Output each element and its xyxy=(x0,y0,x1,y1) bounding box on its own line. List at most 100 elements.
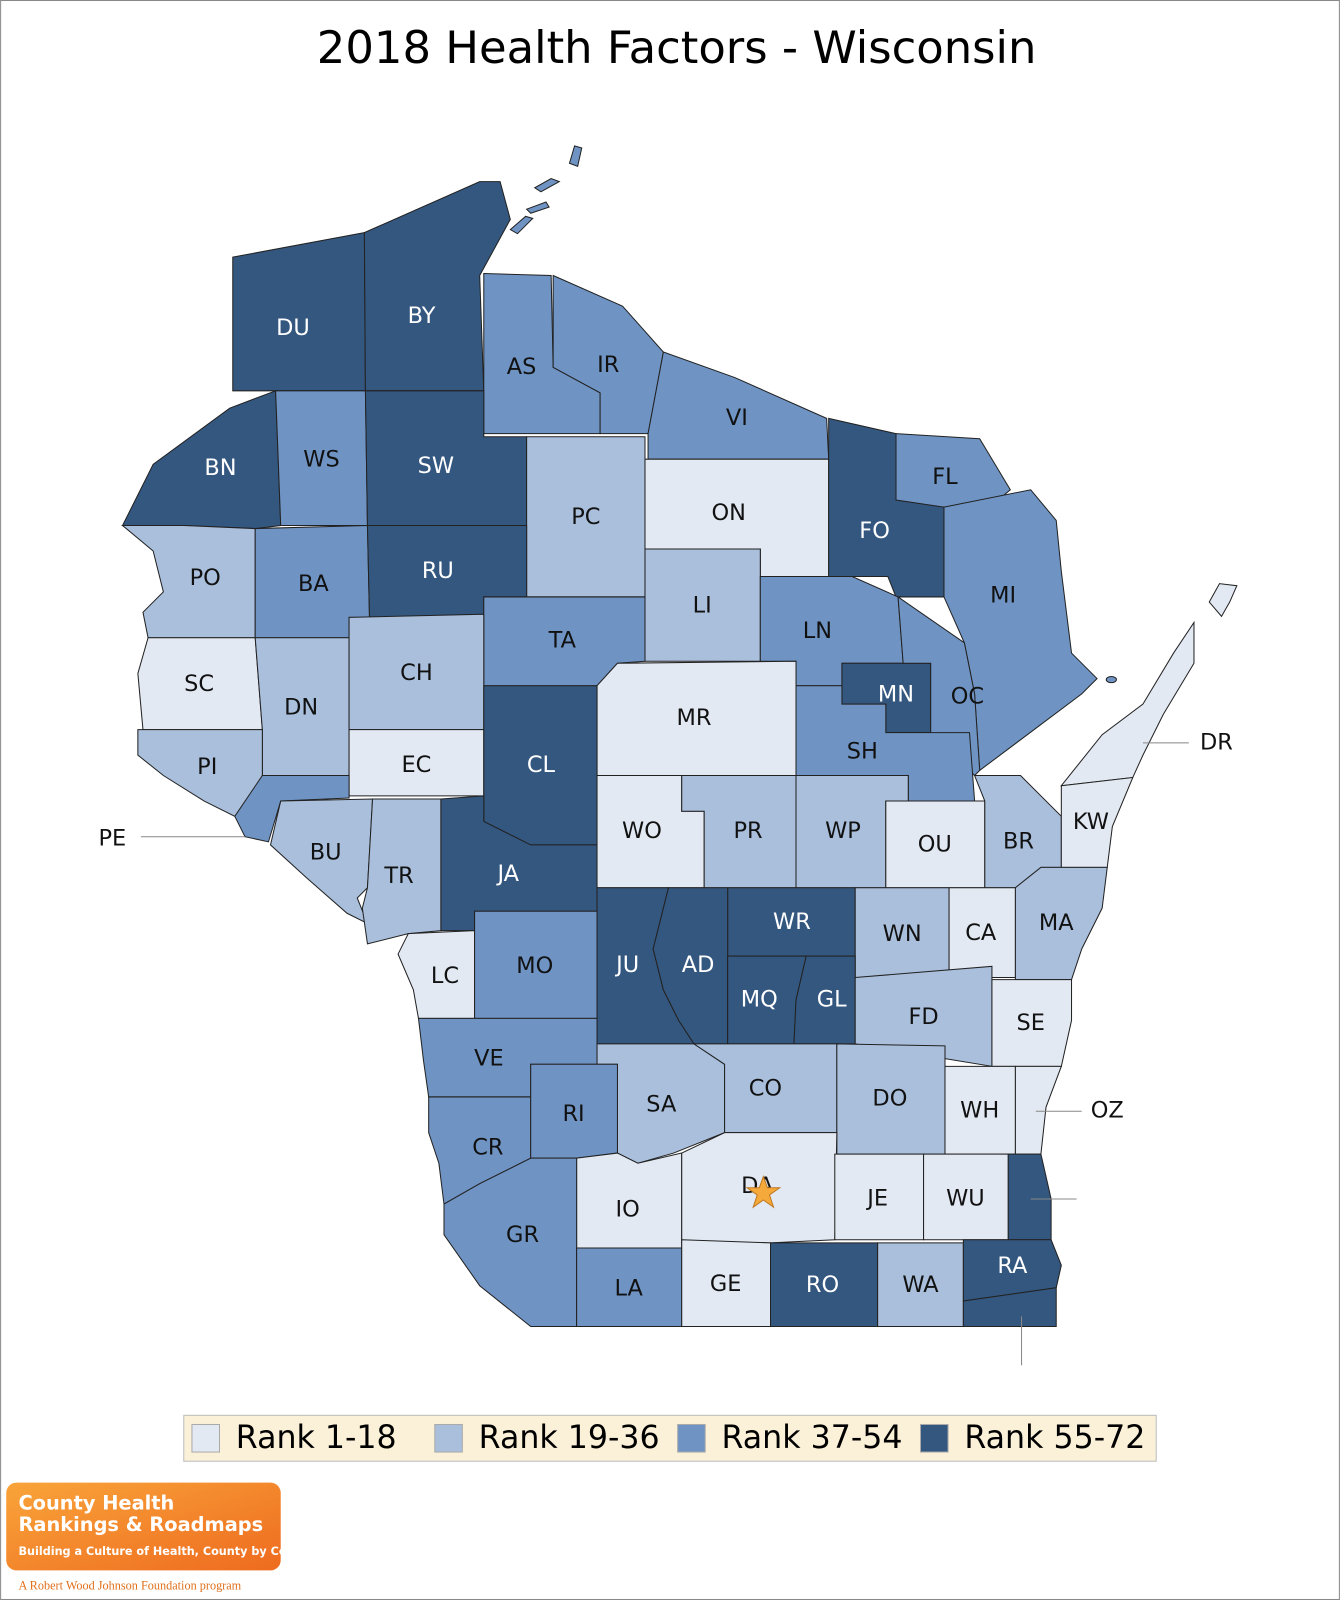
county-label: LC xyxy=(431,963,459,989)
county-label: JE xyxy=(865,1185,888,1211)
county-label: PE xyxy=(98,825,126,851)
county-label: RI xyxy=(562,1101,584,1127)
capital-star xyxy=(745,1175,782,1209)
county-label: FD xyxy=(908,1004,938,1030)
county-label: BY xyxy=(408,303,436,329)
county-label: AD xyxy=(682,952,715,978)
county-label: OC xyxy=(951,683,984,709)
county-label: TA xyxy=(548,627,577,653)
county-label: SW xyxy=(418,453,454,479)
county-label: JU xyxy=(614,952,639,978)
county-label: WN xyxy=(883,921,922,947)
county xyxy=(991,979,1073,1067)
county-label: JA xyxy=(495,861,519,887)
legend-swatch xyxy=(677,1423,706,1453)
county-label: WS xyxy=(303,447,339,473)
county-label: WR xyxy=(773,909,811,935)
county xyxy=(1060,776,1134,868)
county-label: CR xyxy=(472,1134,503,1160)
county-label: CO xyxy=(749,1075,782,1101)
legend: Rank 1-18 Rank 19-36 Rank 37-54 Rank 55-72 xyxy=(191,1420,1145,1456)
county-label: TR xyxy=(383,863,413,889)
county-label: WH xyxy=(960,1098,999,1124)
county-label: FO xyxy=(859,518,890,544)
county-label: LA xyxy=(614,1275,643,1301)
county-label: PR xyxy=(733,818,762,844)
county-label: EC xyxy=(402,752,432,778)
county-label: WA xyxy=(902,1272,939,1298)
county-label: KE xyxy=(1007,1376,1036,1402)
county-label: PO xyxy=(190,565,221,591)
county-label: MI xyxy=(990,582,1016,608)
islands xyxy=(509,145,1238,684)
county xyxy=(962,1239,1062,1302)
legend-label: Rank 55-72 xyxy=(964,1420,1145,1456)
county-label: RU xyxy=(422,558,454,584)
county-label: SE xyxy=(1017,1010,1045,1036)
logo-badge xyxy=(6,1482,281,1571)
county-label: BA xyxy=(298,571,329,597)
county-label: MO xyxy=(516,953,553,979)
county-label: MQ xyxy=(741,987,778,1013)
map-title: 2018 Health Factors - Wisconsin xyxy=(317,21,1037,74)
county-label: OZ xyxy=(1091,1098,1124,1124)
county-label: MA xyxy=(1039,910,1074,936)
logo-footer: A Robert Wood Johnson Foundation program xyxy=(18,1579,241,1593)
county-label: FL xyxy=(932,464,958,490)
county xyxy=(137,729,263,817)
county-label: CL xyxy=(527,752,556,778)
county-label: GR xyxy=(506,1222,539,1248)
legend-label: Rank 19-36 xyxy=(479,1420,660,1456)
county-label: SC xyxy=(184,671,214,697)
county-label: DN xyxy=(284,695,318,721)
county-label: RO xyxy=(806,1272,839,1298)
county-label: BR xyxy=(1003,828,1034,854)
county-label: CH xyxy=(400,660,433,686)
county xyxy=(232,232,366,392)
county-label: GL xyxy=(817,987,847,1013)
county-label: BU xyxy=(310,840,342,866)
county-label: LI xyxy=(693,593,712,619)
legend-label: Rank 1-18 xyxy=(236,1420,397,1456)
county-label: PI xyxy=(197,754,217,780)
county-label: WP xyxy=(825,818,861,844)
county-label: ME xyxy=(1094,1185,1128,1211)
county xyxy=(552,274,664,435)
logo-line: County Health xyxy=(18,1492,174,1515)
county-label: BN xyxy=(204,455,236,481)
county-label: PC xyxy=(571,504,600,530)
county xyxy=(962,1287,1057,1328)
legend-swatch xyxy=(434,1423,463,1453)
logo-tagline: Building a Culture of Health, County by … xyxy=(18,1545,315,1558)
county-label: VI xyxy=(726,405,748,431)
counties: DU BY AS IR VI BN WS SW PC ON FO FL MI PO BA RU LI TA LN SC… xyxy=(98,181,1233,1402)
county xyxy=(652,887,729,1045)
leader-lines xyxy=(140,742,1189,1366)
county-label: CA xyxy=(965,920,997,946)
county-label: WO xyxy=(622,818,662,844)
county xyxy=(1014,1065,1063,1155)
legend-swatch xyxy=(920,1423,949,1453)
legend-box xyxy=(183,1414,1157,1462)
county-label: VE xyxy=(474,1046,504,1072)
county-label: GE xyxy=(710,1271,742,1297)
county-label: IO xyxy=(616,1197,640,1223)
county-label: KW xyxy=(1073,809,1109,835)
county-label: DU xyxy=(276,315,310,341)
county-label: SA xyxy=(646,1092,677,1118)
county-label: MN xyxy=(878,681,914,707)
county-label: OU xyxy=(918,831,952,857)
county xyxy=(1007,1153,1052,1241)
county-label: RA xyxy=(997,1253,1028,1279)
county-label: AS xyxy=(507,354,537,380)
county-label: MR xyxy=(677,705,712,731)
county xyxy=(1060,620,1195,787)
county-label: IR xyxy=(597,352,619,378)
county-label: DO xyxy=(872,1085,907,1111)
legend-label: Rank 37-54 xyxy=(722,1420,903,1456)
county-label: ON xyxy=(711,500,745,526)
county xyxy=(234,775,350,843)
county-label: SH xyxy=(847,739,878,765)
